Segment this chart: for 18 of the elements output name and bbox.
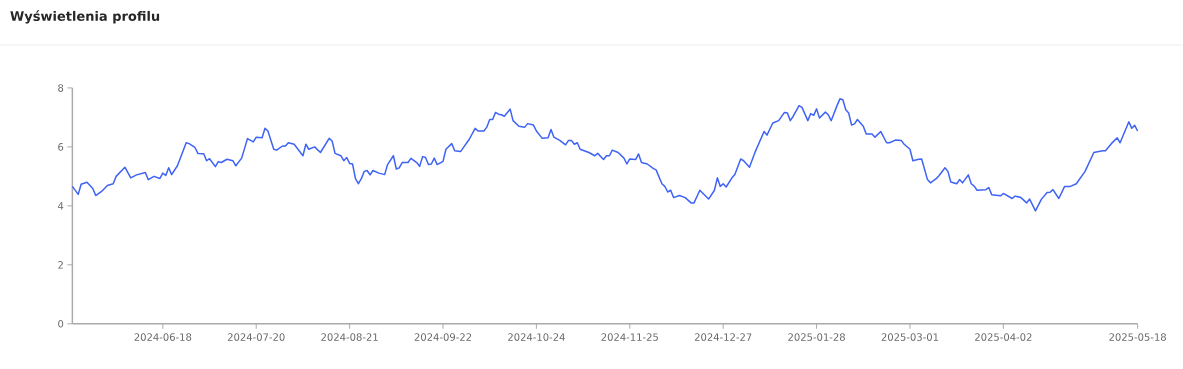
line-series <box>71 98 1139 212</box>
x-tick-label: 2025-05-18 <box>1109 333 1166 341</box>
x-tick-label: 2024-09-22 <box>414 333 472 341</box>
y-tick-label: 6 <box>58 143 64 151</box>
x-tick-label: 2024-10-24 <box>508 333 565 341</box>
x-tick-label: 2024-06-18 <box>134 333 192 341</box>
x-tick-label: 2025-01-28 <box>788 333 845 341</box>
y-tick-label: 2 <box>58 261 63 269</box>
x-tick-label: 2025-03-01 <box>881 333 939 341</box>
y-tick-label: 4 <box>57 202 64 210</box>
x-tick-label: 2024-07-20 <box>227 333 285 341</box>
x-tick-label: 2024-12-27 <box>694 333 752 341</box>
x-tick-label: 2024-08-21 <box>321 333 378 341</box>
chart-title: Wyświetlenia profilu <box>10 10 160 24</box>
x-tick-label: 2025-04-02 <box>975 333 1032 341</box>
y-tick-label: 0 <box>58 320 64 328</box>
x-tick-label: 2024-11-25 <box>601 333 658 341</box>
y-tick-label: 8 <box>58 84 64 92</box>
